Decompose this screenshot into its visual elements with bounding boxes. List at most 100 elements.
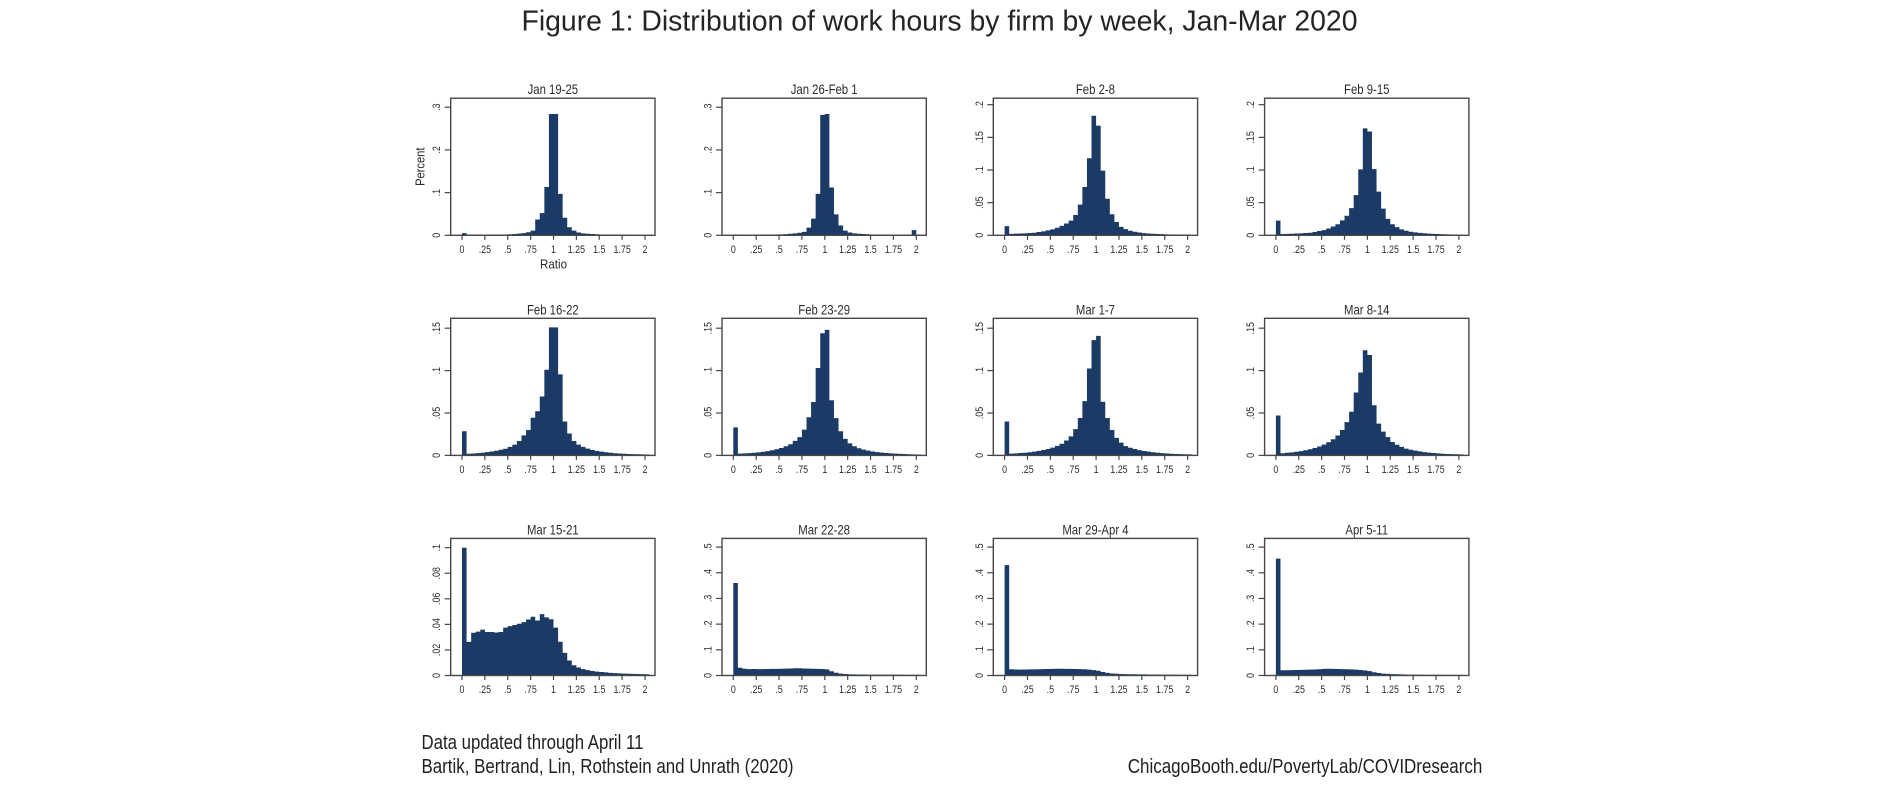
svg-text:0: 0	[1245, 673, 1257, 678]
svg-text:.2: .2	[974, 101, 986, 109]
svg-text:0: 0	[731, 464, 736, 476]
svg-text:.5: .5	[504, 244, 512, 256]
svg-text:.5: .5	[775, 684, 783, 696]
svg-text:.1: .1	[1245, 367, 1257, 375]
svg-text:1.75: 1.75	[613, 684, 630, 696]
svg-text:1.25: 1.25	[1382, 244, 1399, 256]
svg-text:.25: .25	[1293, 684, 1305, 696]
svg-text:.1: .1	[431, 367, 443, 375]
svg-text:0: 0	[431, 453, 443, 458]
svg-text:.15: .15	[974, 131, 986, 143]
svg-text:.75: .75	[796, 244, 808, 256]
svg-text:0: 0	[974, 453, 986, 458]
svg-text:0: 0	[703, 233, 715, 238]
svg-text:1: 1	[1365, 464, 1370, 476]
svg-text:.75: .75	[1067, 244, 1079, 256]
svg-text:1.75: 1.75	[1427, 464, 1444, 476]
svg-text:1: 1	[1365, 244, 1370, 256]
svg-text:1.25: 1.25	[568, 464, 585, 476]
svg-text:2: 2	[1185, 464, 1190, 476]
svg-text:.05: .05	[703, 407, 715, 419]
svg-text:.75: .75	[1067, 684, 1079, 696]
svg-text:Mar 29-Apr 4: Mar 29-Apr 4	[1062, 522, 1129, 537]
svg-text:1: 1	[822, 244, 827, 256]
svg-text:0: 0	[974, 233, 986, 238]
svg-text:1.75: 1.75	[885, 244, 902, 256]
svg-text:.1: .1	[703, 646, 715, 654]
svg-text:.05: .05	[974, 407, 986, 419]
svg-text:2: 2	[914, 244, 919, 256]
svg-text:0: 0	[1245, 453, 1257, 458]
svg-text:1.25: 1.25	[1110, 464, 1127, 476]
svg-text:2: 2	[1456, 464, 1461, 476]
svg-text:1.5: 1.5	[593, 464, 605, 476]
svg-text:.25: .25	[1021, 684, 1033, 696]
svg-text:.3: .3	[703, 595, 715, 603]
svg-text:0: 0	[460, 464, 465, 476]
svg-text:0: 0	[731, 684, 736, 696]
svg-text:1.5: 1.5	[1407, 464, 1419, 476]
svg-text:.3: .3	[1245, 595, 1257, 603]
svg-text:.25: .25	[479, 244, 491, 256]
svg-text:1.75: 1.75	[1427, 684, 1444, 696]
svg-text:1.25: 1.25	[839, 244, 856, 256]
svg-text:1: 1	[551, 684, 556, 696]
svg-text:0: 0	[1273, 464, 1278, 476]
svg-text:2: 2	[1456, 684, 1461, 696]
svg-text:.2: .2	[703, 620, 715, 628]
svg-text:2: 2	[643, 684, 648, 696]
svg-text:.75: .75	[524, 464, 536, 476]
svg-text:.25: .25	[1293, 244, 1305, 256]
svg-text:.25: .25	[750, 244, 762, 256]
svg-text:0: 0	[974, 673, 986, 678]
svg-text:1: 1	[1094, 464, 1099, 476]
svg-text:1: 1	[551, 464, 556, 476]
svg-text:.1: .1	[431, 544, 443, 552]
svg-text:.5: .5	[1047, 244, 1055, 256]
svg-text:1.25: 1.25	[568, 244, 585, 256]
svg-text:.3: .3	[974, 595, 986, 603]
svg-text:Bartik, Bertrand, Lin, Rothste: Bartik, Bertrand, Lin, Rothstein and Unr…	[422, 756, 794, 778]
svg-text:0: 0	[460, 244, 465, 256]
svg-text:.25: .25	[750, 464, 762, 476]
svg-text:.5: .5	[775, 244, 783, 256]
svg-text:.1: .1	[974, 367, 986, 375]
svg-text:Feb 16-22: Feb 16-22	[527, 302, 579, 317]
svg-text:.1: .1	[974, 646, 986, 654]
svg-text:Apr 5-11: Apr 5-11	[1345, 522, 1388, 537]
svg-text:.5: .5	[1047, 684, 1055, 696]
svg-text:0: 0	[703, 453, 715, 458]
svg-text:.2: .2	[1245, 101, 1257, 109]
svg-text:.05: .05	[1245, 407, 1257, 419]
svg-text:1.25: 1.25	[839, 684, 856, 696]
svg-text:1.5: 1.5	[1136, 464, 1148, 476]
svg-text:.75: .75	[524, 684, 536, 696]
svg-text:0: 0	[1273, 684, 1278, 696]
svg-text:1.75: 1.75	[1156, 244, 1173, 256]
svg-text:1: 1	[822, 464, 827, 476]
svg-text:.2: .2	[431, 146, 443, 154]
svg-text:1: 1	[1365, 684, 1370, 696]
svg-text:.1: .1	[1245, 646, 1257, 654]
svg-text:Feb 9-15: Feb 9-15	[1344, 82, 1389, 97]
svg-text:.5: .5	[1047, 464, 1055, 476]
svg-text:0: 0	[1002, 464, 1007, 476]
svg-text:2: 2	[1185, 684, 1190, 696]
svg-text:1.75: 1.75	[885, 464, 902, 476]
svg-text:.15: .15	[974, 322, 986, 334]
svg-text:.25: .25	[1021, 464, 1033, 476]
svg-text:2: 2	[1456, 244, 1461, 256]
svg-text:1.5: 1.5	[864, 464, 876, 476]
svg-text:2: 2	[1185, 244, 1190, 256]
svg-text:ChicagoBooth.edu/PovertyLab/CO: ChicagoBooth.edu/PovertyLab/COVIDresearc…	[1128, 756, 1483, 778]
svg-text:0: 0	[431, 673, 443, 678]
svg-text:.15: .15	[431, 322, 443, 334]
svg-text:1.25: 1.25	[839, 464, 856, 476]
svg-text:Feb 2-8: Feb 2-8	[1076, 82, 1115, 97]
svg-text:.5: .5	[703, 543, 715, 551]
svg-text:1.75: 1.75	[1427, 244, 1444, 256]
svg-text:.1: .1	[703, 189, 715, 197]
svg-text:.75: .75	[796, 464, 808, 476]
svg-text:1.5: 1.5	[864, 684, 876, 696]
svg-text:2: 2	[914, 464, 919, 476]
